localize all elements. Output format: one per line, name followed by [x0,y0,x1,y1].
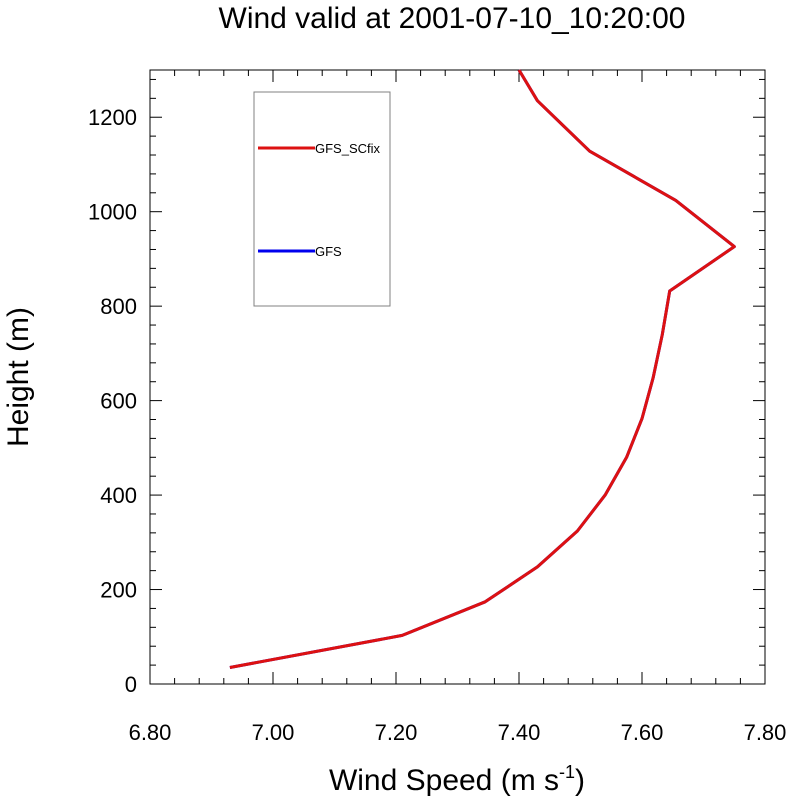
legend-label-gfs-scfix: GFS_SCfix [315,141,381,156]
y-axis-tick-labels: 0 200 400 600 800 1000 1200 [88,105,137,697]
y-tick-label: 600 [100,389,137,414]
series-lines [229,69,736,669]
legend-box [253,91,391,307]
x-tick-label: 7.00 [252,720,295,745]
y-tick-label: 1000 [88,200,137,225]
x-tick-label: 7.80 [744,720,787,745]
x-tick-label: 7.20 [375,720,418,745]
y-tick-label: 0 [125,672,137,697]
chart-title: Wind valid at 2001-07-10_10:20:00 [219,2,686,35]
x-tick-label: 7.40 [498,720,541,745]
y-axis-ticks [150,78,765,685]
x-tick-label: 7.60 [621,720,664,745]
x-axis-ticks [149,70,766,684]
series-line-gfs-scfix [229,69,736,669]
legend: GFS_SCfix GFS [253,91,391,307]
x-axis-title-suffix: ) [575,764,585,797]
legend-label-gfs: GFS [315,244,342,259]
y-axis-title: Height (m) [2,307,35,447]
x-tick-label: 6.80 [129,720,172,745]
x-axis-title: Wind Speed (m s-1) [329,762,585,797]
x-axis-tick-labels: 6.80 7.00 7.20 7.40 7.60 7.80 [129,720,787,745]
x-axis-title-superscript: -1 [559,762,575,782]
y-tick-label: 800 [100,294,137,319]
y-tick-label: 1200 [88,105,137,130]
x-axis-title-main: Wind Speed (m s [329,764,559,797]
y-tick-label: 400 [100,483,137,508]
plot-frame [149,69,766,685]
y-tick-label: 200 [100,578,137,603]
